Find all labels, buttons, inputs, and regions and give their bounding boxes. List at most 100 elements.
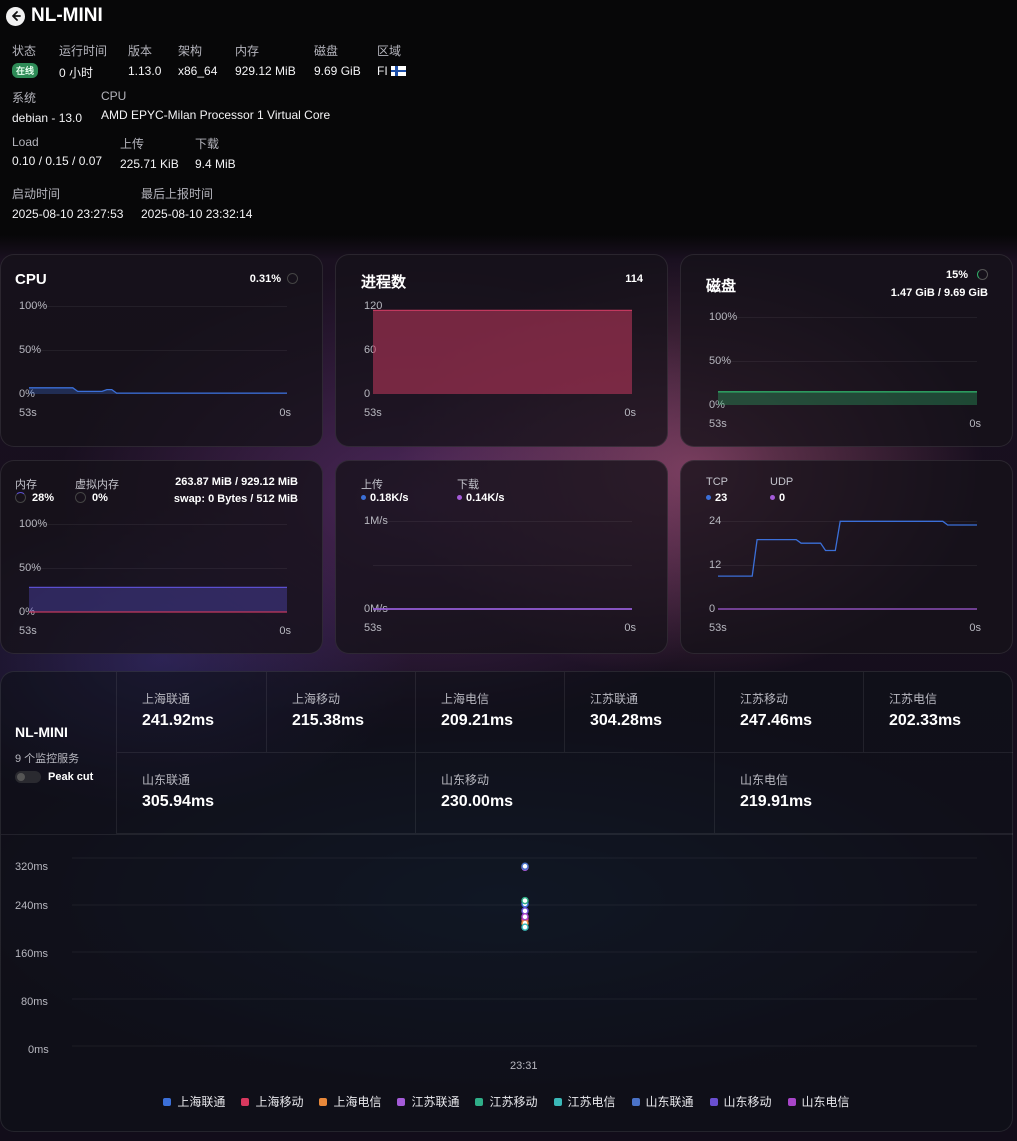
latency-y-tick-0: 320ms (15, 861, 49, 873)
download-rate: 0.14K/s (457, 492, 505, 504)
legend-swatch (319, 1097, 328, 1106)
latency-point (521, 923, 529, 931)
legend-item[interactable]: 江苏电信 (553, 1093, 616, 1110)
latency-y-tick-4: 0ms (28, 1044, 49, 1056)
process-count: 114 (625, 273, 643, 285)
page-header: NL-MINI (6, 5, 103, 27)
uptime-value: 0 小时 (59, 66, 94, 80)
network-x-start: 53s (364, 622, 382, 634)
version-label: 版本 (128, 44, 153, 58)
arrow-left-icon (11, 11, 21, 21)
memory-ring-icon (15, 492, 26, 503)
legend-item[interactable]: 江苏联通 (397, 1093, 459, 1110)
tcp-count: 23 (706, 492, 727, 504)
tcp-value: 23 (715, 492, 728, 504)
ping-cell: 上海移动 215.38ms (267, 672, 416, 753)
legend-item[interactable]: 上海移动 (241, 1093, 303, 1110)
download-label: 下载 (195, 137, 220, 151)
ping-cell-value: 209.21ms (441, 712, 514, 729)
latency-point (521, 907, 529, 915)
peak-cut-switch[interactable] (15, 771, 41, 783)
process-card-title: 进程数 (361, 274, 407, 291)
disk-y-tick-0: 100% (709, 311, 738, 323)
legend-item[interactable]: 上海联通 (163, 1093, 225, 1110)
disk-detail: 1.47 GiB / 9.69 GiB (890, 287, 988, 299)
legend-label: 上海移动 (255, 1095, 304, 1109)
network-card: 上传 0.18K/s 下载 0.14K/s 1M/s 0M/s 53s 0s (335, 460, 668, 654)
legend-item[interactable]: 山东联通 (631, 1093, 694, 1110)
ping-cell: 上海电信 209.21ms (416, 672, 565, 753)
disk-card-title: 磁盘 (706, 278, 737, 295)
disk-series-area (718, 391, 977, 405)
memory-label: 内存 (15, 479, 37, 491)
ping-monitor-card: NL-MINI 9 个监控服务 Peak cut 上海联通 241.92ms 上海… (0, 671, 1013, 1132)
region-code: FI (377, 64, 388, 78)
legend-swatch (241, 1097, 250, 1106)
cpu-card-title: CPU (15, 271, 47, 288)
cpu-series-area (29, 387, 287, 394)
ping-cell: 山东电信 219.91ms (715, 753, 1013, 834)
legend-item[interactable]: 山东电信 (787, 1093, 850, 1110)
latency-y-tick-1: 240ms (15, 900, 49, 912)
udp-count: 0 (770, 492, 785, 504)
conn-x-end: 0s (969, 622, 981, 634)
ping-cell: 江苏电信 202.33ms (864, 672, 1013, 753)
ping-cell: 江苏移动 247.46ms (715, 672, 864, 753)
legend-swatch (397, 1097, 406, 1106)
download-rate-label: 下载 (457, 479, 479, 491)
memory-area-chart (29, 586, 287, 613)
cpu-value: AMD EPYC-Milan Processor 1 Virtual Core (101, 108, 331, 122)
legend-swatch (787, 1097, 796, 1106)
back-button[interactable] (6, 6, 25, 26)
legend-item[interactable]: 山东移动 (709, 1093, 772, 1110)
disk-value: 9.69 GiB (314, 64, 361, 78)
legend-item[interactable]: 上海电信 (319, 1093, 381, 1110)
network-grid-line (373, 565, 632, 566)
swap-detail: swap: 0 Bytes / 512 MiB (173, 493, 298, 505)
ping-cell-label: 山东电信 (740, 773, 789, 787)
info-boot-time: 启动时间 2025-08-10 23:27:53 (12, 185, 123, 221)
ping-cell-label: 江苏移动 (740, 692, 789, 706)
cpu-grid-line (29, 350, 287, 351)
peak-cut-toggle[interactable]: Peak cut (15, 771, 93, 783)
report-time-value: 2025-08-10 23:32:14 (141, 207, 253, 221)
legend-swatch (709, 1097, 718, 1106)
latency-point (521, 913, 529, 921)
legend-swatch (475, 1097, 484, 1106)
memory-y-tick-1: 50% (19, 562, 42, 574)
arch-label: 架构 (178, 44, 203, 58)
process-series-area (373, 310, 632, 394)
cpu-series-line (29, 387, 287, 394)
legend-label: 江苏联通 (411, 1095, 460, 1109)
ping-cell: 上海联通 241.92ms (117, 672, 267, 753)
disk-card: 磁盘 15% 1.47 GiB / 9.69 GiB 100% 50% 0% 5… (680, 254, 1013, 447)
status-badge: 在线 (12, 63, 39, 78)
boot-time-label: 启动时间 (12, 187, 61, 201)
upload-dot-icon (361, 495, 366, 500)
memory-percent: 28% (32, 492, 55, 504)
region-label: 区域 (377, 44, 402, 58)
legend-label: 山东联通 (645, 1095, 694, 1109)
memory-series-area (29, 587, 287, 612)
upload-rate-value: 0.18K/s (370, 492, 409, 504)
disk-y-tick-1: 50% (709, 355, 732, 367)
ping-cell-label: 山东联通 (142, 773, 191, 787)
memory-x-end: 0s (279, 625, 291, 637)
network-grid-line (373, 521, 632, 522)
legend-swatch (553, 1097, 562, 1106)
cpu-x-end: 0s (279, 407, 291, 419)
version-value: 1.13.0 (128, 64, 162, 78)
latency-y-tick-3: 80ms (21, 996, 48, 1008)
swap-usage: 0% (75, 492, 108, 504)
info-status: 状态 在线 (12, 42, 39, 78)
latency-legend: 上海联通 上海移动 上海电信 江苏联通 江苏移动 江苏电信 山东联通 山东移动 山东电信 (0, 1093, 1013, 1110)
info-memory: 内存 929.12 MiB (235, 42, 296, 78)
upload-rate-label: 上传 (361, 479, 383, 491)
cpu-grid-line (29, 306, 287, 307)
ping-divider (1, 834, 1013, 835)
network-y-tick-0: 1M/s (364, 515, 388, 527)
udp-dot-icon (770, 495, 775, 500)
legend-item[interactable]: 江苏移动 (475, 1093, 538, 1110)
ping-cell: 江苏联通 304.28ms (565, 672, 715, 753)
download-rate-value: 0.14K/s (466, 492, 505, 504)
